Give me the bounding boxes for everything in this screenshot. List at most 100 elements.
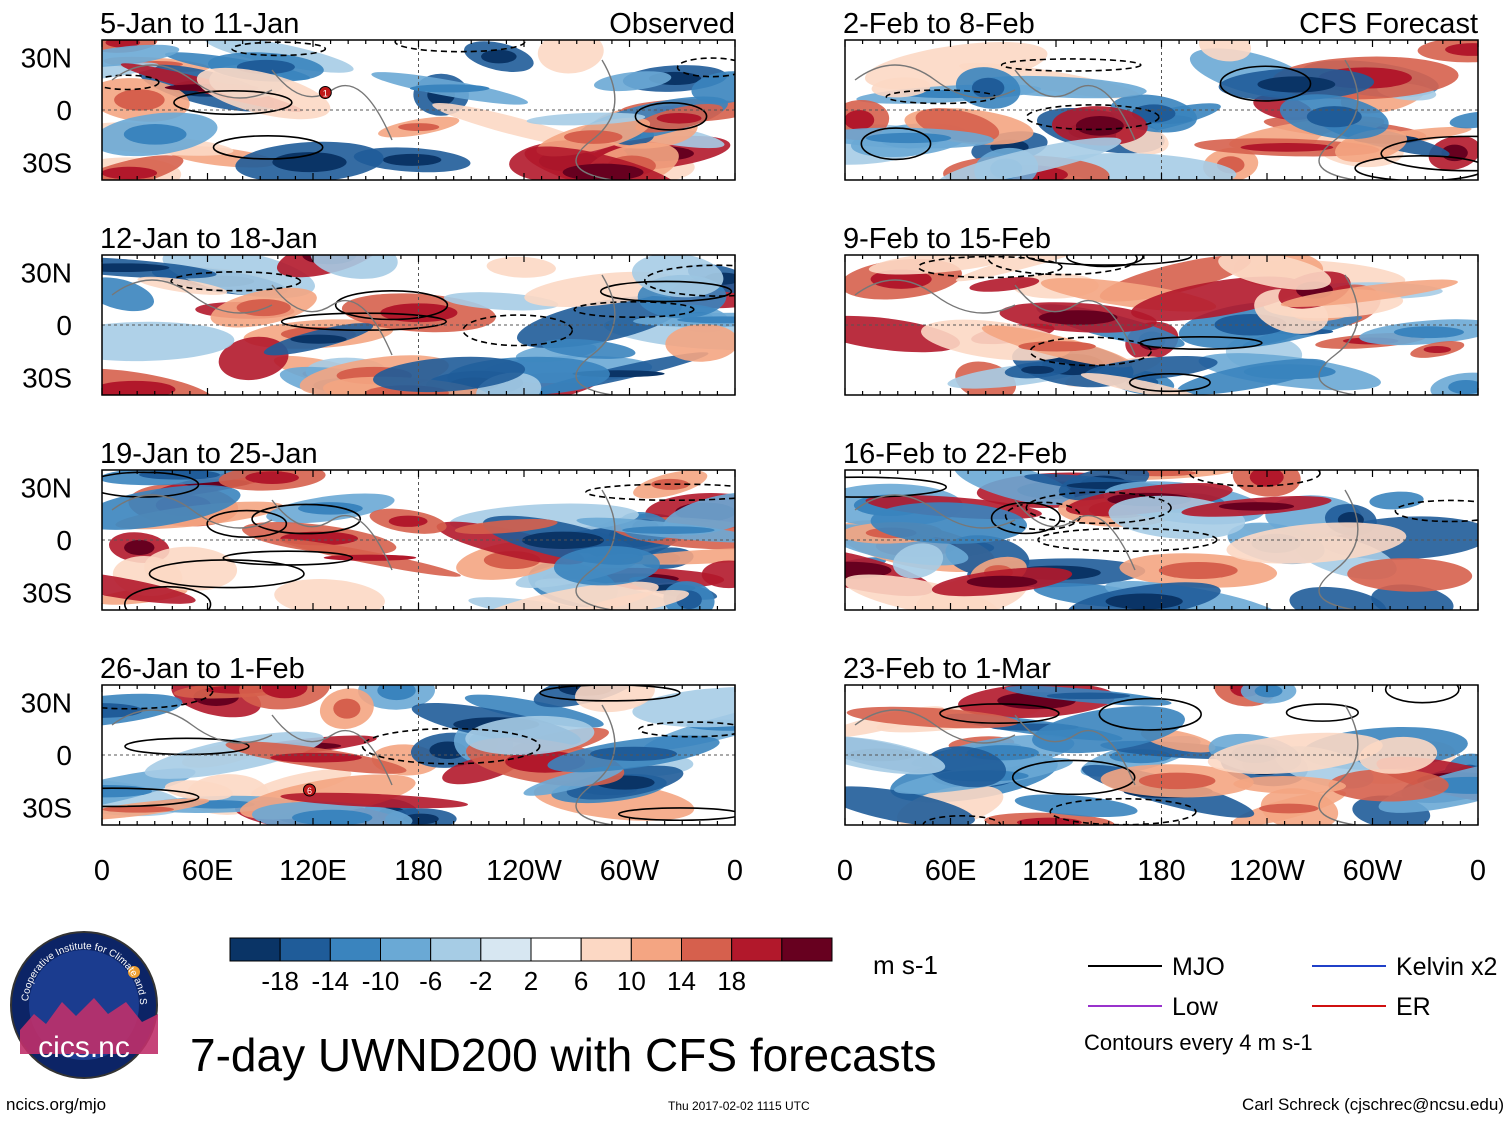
panel-fc3: 16-Feb to 22-Feb (843, 438, 1479, 611)
colorbar-tick-label: 10 (617, 966, 646, 996)
storm-marker (302, 783, 316, 797)
x-tick-label: 0 (1470, 855, 1486, 887)
colorbar-swatch (329, 937, 382, 962)
coastlines (854, 274, 1359, 395)
y-tick-label: 30S (22, 148, 72, 179)
anomaly-field (845, 685, 1478, 825)
logo-text: cics.nc (38, 1031, 130, 1064)
panel-kind-header: CFS Forecast (1299, 8, 1478, 40)
panel-date-label: 5-Jan to 11-Jan (100, 8, 299, 40)
coastlines (854, 704, 1359, 825)
colorbar-swatch (630, 937, 682, 962)
x-tick-label: 120E (1022, 855, 1090, 887)
y-tick-label: 0 (56, 525, 72, 556)
anomaly-field (845, 255, 1478, 395)
x-tick-label: 120W (1229, 855, 1305, 887)
colorbar-swatch (781, 937, 833, 962)
contour-note: Contours every 4 m s-1 (1084, 1030, 1313, 1055)
colorbar: -18 -14 -10 -6 -2 2 6 10 14 18 (229, 937, 833, 996)
y-tick-label: 30N (21, 473, 72, 504)
y-tick-label: 30N (21, 258, 72, 289)
colorbar-swatch (229, 937, 281, 962)
y-tick-label: 30S (22, 578, 72, 609)
colorbar-tick-label: -6 (419, 966, 442, 996)
panel-date-label: 2-Feb to 8-Feb (843, 8, 1035, 40)
colorbar-tick-label: 14 (667, 966, 696, 996)
panel-date-label: 9-Feb to 15-Feb (843, 223, 1051, 255)
coastlines (111, 59, 616, 180)
colorbar-tick-label: -18 (261, 966, 299, 996)
y-tick-label: 0 (56, 310, 72, 341)
x-tick-label: 0 (727, 855, 743, 887)
y-tick-label: 0 (56, 740, 72, 771)
panel-obs3: 19-Jan to 25-Jan 30N 0 30S (21, 438, 736, 611)
colorbar-swatch (580, 937, 632, 962)
storm-marker (318, 86, 332, 99)
colorbar-swatch (380, 937, 432, 962)
coastlines (854, 59, 1359, 180)
storm-marker-label: 1 (323, 89, 328, 99)
legend-label: Kelvin x2 (1396, 953, 1497, 981)
logo-mountains (20, 998, 158, 1054)
panel-date-label: 16-Feb to 22-Feb (843, 438, 1067, 470)
x-tick-label: 60W (1343, 855, 1403, 887)
legend-label: ER (1396, 993, 1431, 1021)
colorbar-tick-label: 2 (524, 966, 538, 996)
colorbar-tick-label: 6 (574, 966, 588, 996)
legend: MJO Kelvin x2 Low ER (1088, 953, 1497, 1021)
x-tick-label: 180 (394, 855, 442, 887)
legend-label: MJO (1172, 953, 1225, 981)
y-tick-label: 30S (22, 793, 72, 824)
panel-obs4: 26-Jan to 1-Feb 30N 0 30S 6 (21, 653, 736, 826)
colorbar-tick-label: -10 (362, 966, 400, 996)
panel-date-label: 23-Feb to 1-Mar (843, 653, 1051, 685)
panel-obs1: 5-Jan to 11-Jan Observed 30N 0 30S 1 (21, 8, 736, 181)
colorbar-swatch (480, 937, 532, 962)
colorbar-swatch (279, 937, 331, 962)
coastlines (111, 704, 616, 825)
x-tick-label: 60E (182, 855, 234, 887)
colorbar-units: m s-1 (873, 950, 938, 980)
colorbar-tick-label: 18 (717, 966, 746, 996)
coastlines (854, 489, 1359, 610)
footer-url[interactable]: ncics.org/mjo (6, 1095, 107, 1114)
panel-fc4: 23-Feb to 1-Mar (843, 653, 1479, 826)
panel-date-label: 26-Jan to 1-Feb (100, 653, 305, 685)
colorbar-tick-label: -14 (312, 966, 350, 996)
y-tick-label: 0 (56, 95, 72, 126)
x-tick-label: 0 (94, 855, 110, 887)
panel-date-label: 12-Jan to 18-Jan (100, 223, 318, 255)
y-tick-label: 30S (22, 363, 72, 394)
x-tick-label: 180 (1137, 855, 1185, 887)
x-tick-label: 60E (925, 855, 977, 887)
x-tick-label: 60W (600, 855, 660, 887)
colorbar-tick-label: -2 (469, 966, 492, 996)
x-tick-label: 0 (837, 855, 853, 887)
figure-title: 7-day UWND200 with CFS forecasts (190, 1029, 937, 1081)
anomaly-field (845, 470, 1478, 610)
y-tick-label: 30N (21, 688, 72, 719)
legend-label: Low (1172, 993, 1219, 1021)
anomaly-field (102, 255, 735, 395)
colorbar-swatch (430, 937, 482, 962)
x-tick-label: 120W (486, 855, 562, 887)
y-tick-label: 30N (21, 43, 72, 74)
x-tick-label: 120E (279, 855, 347, 887)
panel-date-label: 19-Jan to 25-Jan (100, 438, 318, 470)
logo-sun (128, 966, 140, 978)
panel-fc2: 9-Feb to 15-Feb (843, 223, 1479, 396)
colorbar-swatch (681, 937, 733, 962)
colorbar-swatch (530, 937, 582, 962)
coastlines (111, 489, 616, 610)
footer-timestamp: Thu 2017-02-02 1115 UTC (668, 1099, 810, 1113)
footer-author: Carl Schreck (cjschrec@ncsu.edu) (1242, 1095, 1504, 1114)
panel-obs2: 12-Jan to 18-Jan 30N 0 30S (21, 223, 736, 396)
anomaly-field (102, 40, 735, 180)
anomaly-field (102, 685, 735, 825)
coastlines (111, 274, 616, 395)
anomaly-field (845, 40, 1478, 180)
colorbar-swatch (731, 937, 783, 962)
storm-marker-label: 6 (307, 786, 312, 796)
panel-fc1: 2-Feb to 8-Feb CFS Forecast (843, 8, 1479, 181)
